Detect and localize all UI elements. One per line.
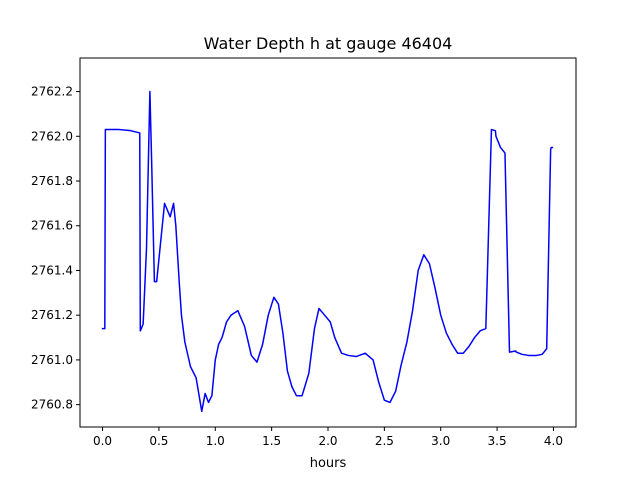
- x-tick-label: 2.5: [375, 434, 394, 448]
- x-tick-label: 0.5: [149, 434, 168, 448]
- y-tick-label: 2760.8: [31, 398, 73, 412]
- y-tick-label: 2761.8: [31, 174, 73, 188]
- x-tick-label: 3.0: [431, 434, 450, 448]
- x-tick-label: 2.0: [318, 434, 337, 448]
- axes-frame: [79, 57, 577, 428]
- series-line-0: [101, 90, 554, 413]
- x-axis-label: hours: [310, 456, 347, 471]
- series-layer: [101, 90, 554, 413]
- ticks-layer: 0.0 0.5 1.0 1.5 2.0 2.5 3.0 3.5 4.0 2760.8 2761.0 2…: [31, 85, 563, 448]
- x-tick-label: 1.5: [262, 434, 281, 448]
- x-tick-label: 0.0: [93, 434, 112, 448]
- y-tick-label: 2761.4: [31, 263, 73, 277]
- x-tick-label: 4.0: [544, 434, 563, 448]
- y-tick-label: 2761.6: [31, 219, 73, 233]
- y-tick-label: 2761.0: [31, 353, 73, 367]
- x-tick-label: 3.5: [488, 434, 507, 448]
- x-tick-label: 1.0: [206, 434, 225, 448]
- axes-background: [80, 58, 576, 427]
- chart-title: Water Depth h at gauge 46404: [204, 34, 453, 53]
- plot-area: [80, 58, 576, 427]
- y-tick-label: 2761.2: [31, 308, 73, 322]
- y-tick-label: 2762.2: [31, 85, 73, 99]
- y-tick-label: 2762.0: [31, 129, 73, 143]
